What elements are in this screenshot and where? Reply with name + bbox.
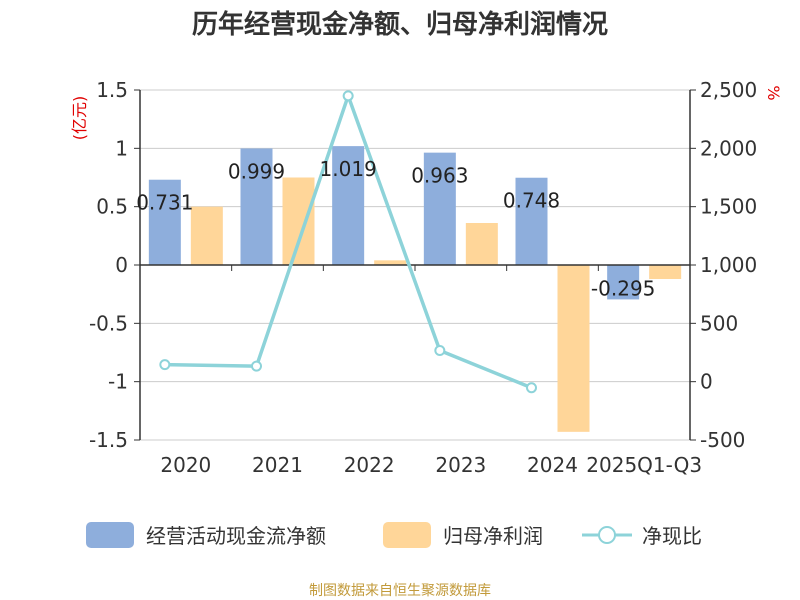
right-tick-label: 2,000 [700,136,757,160]
x-tick-label: 2021 [252,453,303,477]
ratio-point [526,382,537,394]
x-tick-label: 2020 [160,453,211,477]
legend-label-ratio: 净现比 [642,524,702,548]
right-tick-label: 1,500 [700,195,757,219]
left-tick-label: -1 [108,370,128,394]
legend-marker-ratio [598,526,616,544]
bar-cashflow [240,148,273,265]
x-tick-label: 2022 [344,453,395,477]
bar-cashflow [148,179,181,265]
bars [148,146,682,432]
data-label-cashflow: 0.748 [503,189,560,213]
legend: 经营活动现金流净额 归母净利润 净现比 [86,522,702,548]
legend-swatch-cashflow [86,522,134,548]
left-tick-label: 1.5 [96,78,128,102]
left-tick-label: -0.5 [89,311,128,335]
data-label-cashflow: 0.963 [411,164,468,188]
data-label-cashflow: 1.019 [320,157,377,181]
ratio-point [342,90,354,102]
legend-label-cashflow: 经营活动现金流净额 [146,524,326,548]
bar-net-profit [465,223,498,265]
chart-title: 历年经营现金净额、归母净利润情况 [192,9,608,40]
x-tick-label: 2025Q1-Q3 [586,453,702,477]
data-label-cashflow: 0.999 [228,159,285,183]
bar-net-profit [557,265,590,432]
legend-label-net-profit: 归母净利润 [443,524,543,548]
data-label-cashflow: -0.295 [591,276,655,300]
right-tick-label: 0 [700,370,713,394]
bar-cashflow [515,177,548,265]
ratio-point [434,345,446,357]
right-tick-label: 500 [700,311,738,335]
left-tick-label: 0 [115,253,128,277]
legend-swatch-net-profit [383,522,431,548]
bar-net-profit [649,265,682,279]
right-tick-label: 1,000 [700,253,757,277]
gridlines [140,89,690,441]
data-labels: 0.731 0.999 1.019 0.963 0.748 -0.295 [136,157,655,300]
left-tick-label: 1 [115,136,128,160]
axes: 1.5 1 0.5 0 -0.5 -1 -1.5 2,500 2,000 1,500 1,000 50… [70,78,783,477]
x-tick-label: 2024 [527,453,578,477]
ratio-point [159,359,171,371]
left-tick-label: 0.5 [96,195,128,219]
bar-cashflow [607,265,640,300]
right-tick-label: 2,500 [700,78,757,102]
ratio-point [251,360,262,372]
data-label-cashflow: 0.731 [136,191,193,215]
bar-net-profit [282,177,315,265]
source-note: 制图数据来自恒生聚源数据库 [309,583,491,599]
left-tick-label: -1.5 [89,428,128,452]
right-tick-label: -500 [700,428,745,452]
left-axis-unit: (亿元) [70,96,89,141]
right-axis-unit: % [764,85,783,100]
bar-cashflow [423,152,456,265]
bar-net-profit [190,206,223,265]
x-tick-label: 2023 [435,453,486,477]
bar-cashflow [332,146,365,265]
bar-net-profit [374,260,407,265]
ratio-line [159,90,537,394]
